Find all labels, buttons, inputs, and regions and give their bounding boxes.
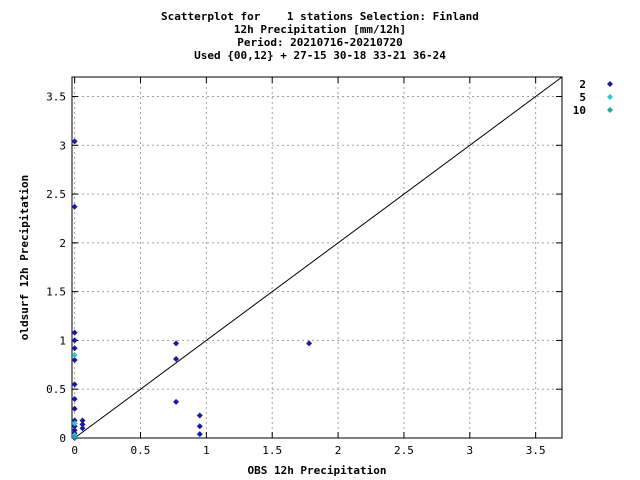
y-tick-label: 1.5: [46, 286, 66, 299]
x-tick-label: 0.5: [131, 444, 151, 457]
grid-layer: [72, 77, 562, 439]
y-tick-label: 0: [59, 432, 66, 445]
one-to-one-line: [74, 76, 563, 439]
data-point: [79, 421, 86, 428]
y-tick-label: 0.5: [46, 383, 66, 396]
data-point: [71, 420, 78, 427]
x-tick-label: 0: [71, 444, 78, 457]
chart-title-line-2: 12h Precipitation [mm/12h]: [233, 23, 407, 36]
data-point: [306, 340, 313, 347]
data-point: [196, 431, 203, 438]
data-point: [79, 425, 86, 432]
data-point: [196, 412, 203, 419]
data-point: [71, 395, 78, 402]
points-layer: [71, 138, 313, 441]
data-point: [173, 355, 180, 362]
y-axis-label: oldsurf 12h Precipitation: [18, 175, 31, 341]
plot-frame: [71, 76, 563, 439]
chart-title-block: Scatterplot for 1 stations Selection: Fi…: [0, 10, 640, 62]
chart-title-line-3: Period: 20210716-20210720: [237, 36, 403, 49]
data-point: [71, 329, 78, 336]
x-tick-label: 2: [335, 444, 342, 457]
data-point: [71, 434, 78, 441]
y-tick-label: 2: [59, 237, 66, 250]
data-point: [79, 417, 86, 424]
x-axis-label: OBS 12h Precipitation: [247, 464, 386, 477]
data-point: [71, 138, 78, 145]
data-point: [71, 352, 78, 359]
ticks-layer: 0 0.5 1 1.5 2 2.5 3 3.5 0 0.5 1 1.5 2 2.5 3 3.5: [46, 77, 562, 457]
data-point: [71, 203, 78, 210]
data-point: [71, 381, 78, 388]
y-tick-label: 3: [59, 139, 66, 152]
legend-label: 10: [573, 104, 586, 117]
data-point: [71, 405, 78, 412]
legend-marker: [607, 107, 613, 113]
chart-title-line-4: Used {00,12} + 27-15 30-18 33-21 36-24: [194, 49, 446, 62]
x-tick-label: 1.5: [262, 444, 282, 457]
x-tick-label: 3.5: [526, 444, 546, 457]
y-tick-label: 2.5: [46, 188, 66, 201]
x-tick-label: 1: [203, 444, 210, 457]
data-point: [71, 337, 78, 344]
x-tick-label: 2.5: [394, 444, 414, 457]
data-point: [71, 345, 78, 352]
data-point: [173, 340, 180, 347]
data-point: [173, 398, 180, 405]
chart-title-line-1: Scatterplot for 1 stations Selection: Fi…: [161, 10, 479, 23]
legend-marker: [607, 94, 613, 100]
data-point: [71, 356, 78, 363]
legend-label: 5: [579, 91, 586, 104]
data-point: [196, 423, 203, 430]
legend-marker: [607, 81, 613, 87]
y-tick-label: 1: [59, 334, 66, 347]
x-tick-label: 3: [466, 444, 473, 457]
y-tick-label: 3.5: [46, 91, 66, 104]
legend-label: 2: [579, 78, 586, 91]
